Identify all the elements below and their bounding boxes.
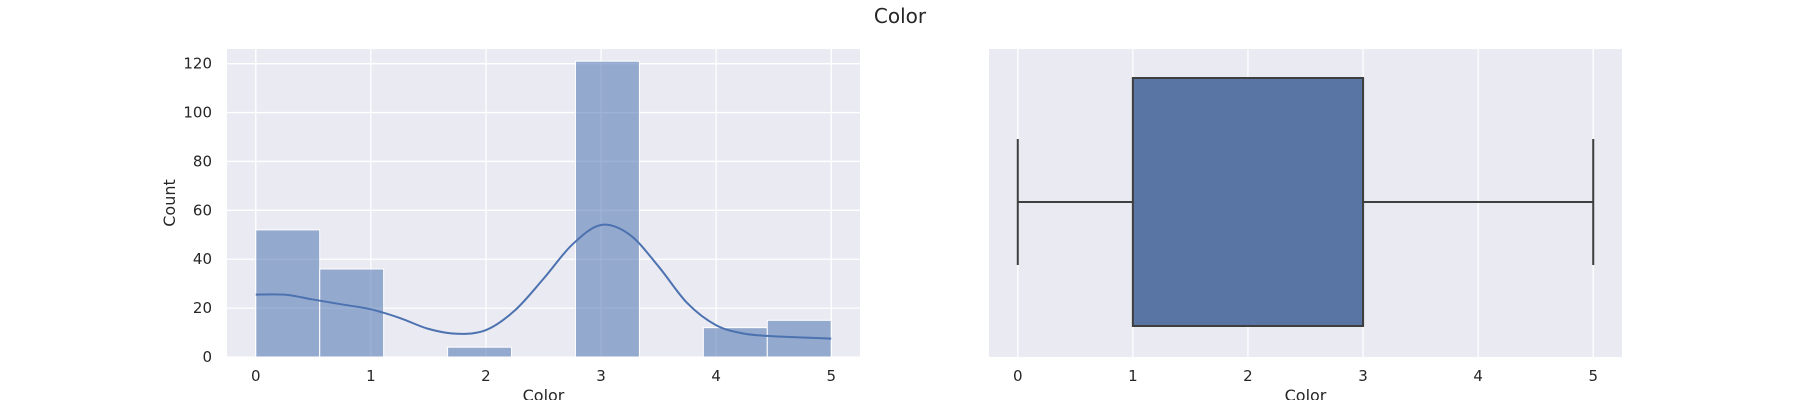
y-tick-label: 80 xyxy=(193,152,212,170)
histogram-x-ticks: 0 1 2 3 4 5 xyxy=(251,367,836,385)
y-tick-label: 0 xyxy=(202,348,212,366)
boxplot-x-ticks: 0 1 2 3 4 5 xyxy=(1013,367,1598,385)
histogram-bar xyxy=(574,60,640,358)
histogram-panel: 0 1 2 3 4 5 0 20 40 60 80 100 120 Color Count xyxy=(160,49,860,400)
y-tick-label: 120 xyxy=(183,55,212,73)
histogram-y-ticks: 0 20 40 60 80 100 120 xyxy=(183,55,212,366)
x-tick-label: 0 xyxy=(251,367,261,385)
x-tick-label: 2 xyxy=(481,367,491,385)
histogram-x-label: Color xyxy=(523,386,565,400)
histogram-bar xyxy=(702,327,768,358)
figure-title: Color xyxy=(874,4,927,28)
x-tick-label: 5 xyxy=(1588,367,1598,385)
x-tick-label: 3 xyxy=(596,367,606,385)
x-tick-label: 5 xyxy=(826,367,836,385)
x-tick-label: 2 xyxy=(1243,367,1253,385)
histogram-bar xyxy=(447,346,513,358)
y-tick-label: 60 xyxy=(193,201,212,219)
x-tick-label: 0 xyxy=(1013,367,1023,385)
x-tick-label: 1 xyxy=(366,367,376,385)
x-tick-label: 4 xyxy=(1473,367,1483,385)
x-tick-label: 1 xyxy=(1128,367,1138,385)
y-tick-label: 40 xyxy=(193,250,212,268)
boxplot-panel: 0 1 2 3 4 5 Color xyxy=(989,49,1622,400)
y-tick-label: 20 xyxy=(193,299,212,317)
boxplot-box xyxy=(1131,77,1365,327)
histogram-bar xyxy=(319,268,385,358)
kde-curve xyxy=(255,223,832,340)
x-tick-label: 4 xyxy=(711,367,721,385)
boxplot-x-label: Color xyxy=(1285,386,1327,400)
histogram-y-label: Count xyxy=(160,179,179,227)
x-tick-label: 3 xyxy=(1358,367,1368,385)
y-tick-label: 100 xyxy=(183,104,212,122)
